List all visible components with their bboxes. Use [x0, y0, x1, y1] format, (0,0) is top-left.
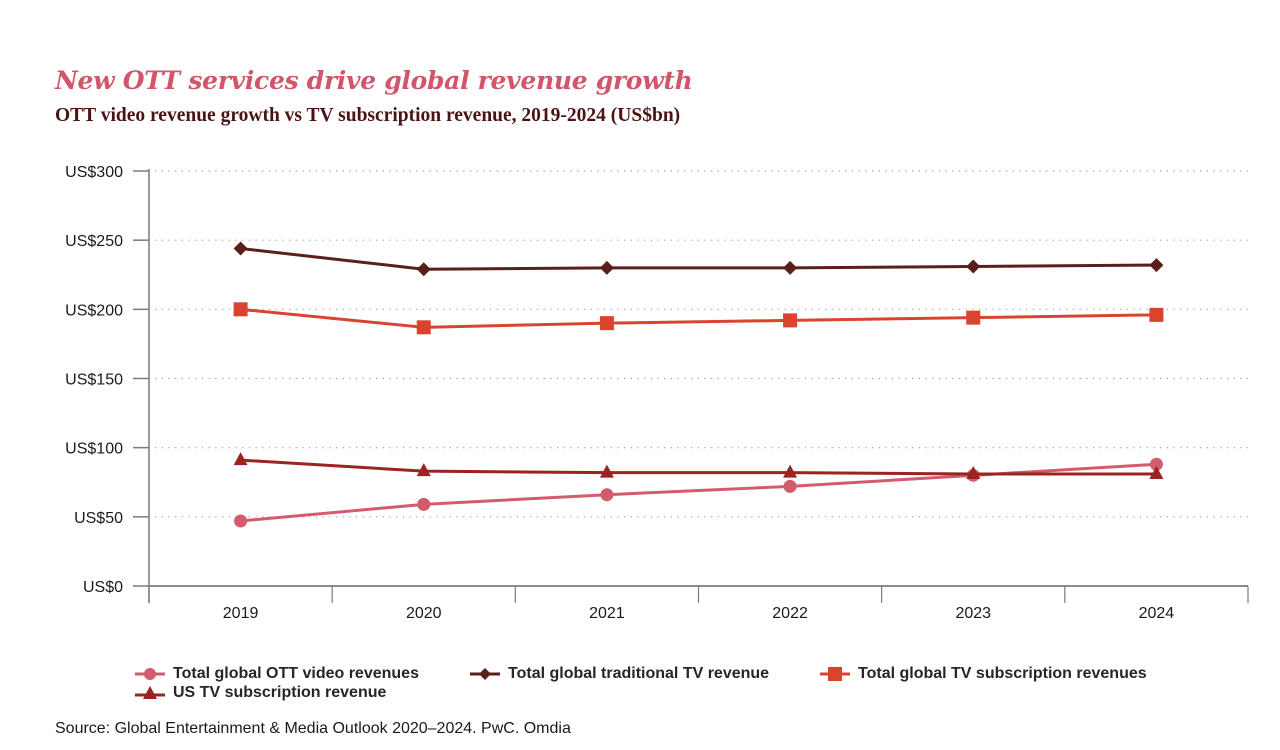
- legend-item-tv-subscription[interactable]: Total global TV subscription revenues: [820, 665, 1147, 683]
- data-point: [600, 488, 614, 502]
- data-point: [233, 241, 248, 256]
- y-tick-label: US$100: [65, 441, 123, 458]
- x-tick-label: 2021: [589, 605, 625, 622]
- legend-item-traditional-tv[interactable]: Total global traditional TV revenue: [470, 665, 769, 683]
- data-point: [233, 302, 248, 317]
- data-point: [966, 310, 981, 325]
- y-tick-label: US$200: [65, 302, 123, 319]
- circle-marker-icon: [135, 668, 165, 680]
- axes: [148, 169, 1248, 603]
- chart-title: New OTT services drive global revenue gr…: [55, 66, 693, 95]
- y-tick-label: US$250: [65, 233, 123, 250]
- diamond-marker-icon: [470, 668, 500, 680]
- series-line: [240, 307, 1157, 329]
- x-tick-label: 2024: [1139, 605, 1175, 622]
- legend-item-us-tv[interactable]: US TV subscription revenue: [135, 684, 386, 702]
- data-point: [599, 260, 614, 275]
- legend-label: US TV subscription revenue: [173, 684, 387, 701]
- y-tick-label: US$150: [65, 372, 123, 389]
- y-tick-label: US$0: [83, 579, 123, 596]
- legend-label: Total global OTT video revenues: [173, 665, 419, 682]
- square-marker-icon: [820, 667, 850, 681]
- data-point: [417, 497, 431, 511]
- data-point: [783, 313, 798, 328]
- legend-label: Total global traditional TV revenue: [508, 665, 770, 682]
- data-point: [966, 465, 981, 479]
- chart-subtitle: OTT video revenue growth vs TV subscript…: [55, 105, 681, 126]
- data-point: [966, 259, 981, 274]
- triangle-marker-icon: [135, 686, 165, 699]
- x-axis-ticks: 2019 2020 2021 2022 2023 2024: [148, 586, 1249, 622]
- series-line: [240, 458, 1157, 476]
- data-point: [416, 463, 431, 477]
- legend-item-ott[interactable]: Total global OTT video revenues: [135, 665, 419, 683]
- data-point: [1149, 457, 1163, 471]
- data-point: [1149, 465, 1164, 479]
- x-tick-label: 2020: [406, 605, 442, 622]
- data-point: [1149, 258, 1164, 273]
- x-tick-label: 2023: [955, 605, 991, 622]
- x-tick-label: 2019: [223, 605, 259, 622]
- data-point: [599, 464, 614, 478]
- y-tick-label: US$50: [74, 510, 123, 527]
- data-point: [234, 514, 248, 528]
- series-4: [233, 452, 1164, 479]
- y-axis-ticks: US$0 US$50 US$100 US$150 US$200 US$250 US$300: [65, 164, 149, 596]
- y-tick-label: US$300: [65, 164, 123, 181]
- x-tick-label: 2022: [772, 605, 808, 622]
- data-point: [783, 260, 798, 275]
- series-2: [233, 241, 1164, 277]
- line-chart: US$0US$50US$100US$150US$200US$250US$300 …: [65, 164, 1249, 622]
- series-group: [233, 241, 1164, 528]
- data-point: [783, 464, 798, 478]
- source-note: Source: Global Entertainment & Media Out…: [55, 720, 571, 737]
- data-point: [783, 479, 797, 493]
- data-point: [1149, 307, 1164, 322]
- series-3: [233, 302, 1164, 335]
- series-line: [240, 246, 1157, 271]
- data-point: [599, 316, 614, 331]
- data-point: [416, 320, 431, 335]
- data-point: [416, 262, 431, 277]
- legend-label: Total global TV subscription revenues: [858, 665, 1147, 682]
- data-point: [233, 452, 248, 466]
